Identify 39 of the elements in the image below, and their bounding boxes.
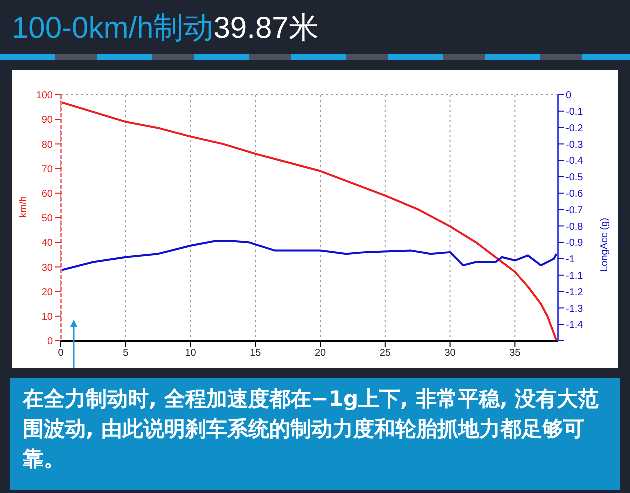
y2-tick-label: -0.1 xyxy=(566,106,584,118)
y-tick-label: 0 xyxy=(47,336,54,348)
y-tick-label: 10 xyxy=(42,312,54,323)
x-tick-label: 25 xyxy=(380,348,392,360)
y-tick-label: 30 xyxy=(42,262,54,274)
y2-tick-label: -1.2 xyxy=(566,287,584,298)
y2-tick-label: -0.2 xyxy=(566,123,584,134)
y-axis-title: km/h xyxy=(18,196,30,218)
y-tick-label: 90 xyxy=(42,115,54,126)
y-tick-label: 80 xyxy=(42,140,54,151)
y2-tick-label: 0 xyxy=(566,90,572,102)
x-tick-label: 15 xyxy=(250,348,262,360)
x-tick-label: 5 xyxy=(123,348,130,360)
y-tick-label: 70 xyxy=(42,164,54,176)
y2-tick-label: -1.4 xyxy=(566,320,584,332)
line-series xyxy=(61,240,558,272)
y2-tick-label: -0.5 xyxy=(566,172,584,184)
x-tick-label: 20 xyxy=(314,348,327,360)
y2-tick-label: -0.6 xyxy=(566,188,584,200)
y2-tick-label: -1 xyxy=(566,254,576,266)
y2-tick-label: -0.3 xyxy=(566,140,584,151)
y2-tick-label: -0.8 xyxy=(566,222,584,233)
y2-axis-title: LongAcc (g) xyxy=(600,218,611,272)
y-tick-label: 50 xyxy=(42,214,54,225)
y-tick-label: 100 xyxy=(36,90,54,102)
y2-tick-label: -0.4 xyxy=(566,156,584,168)
y-tick-label: 20 xyxy=(42,287,54,298)
y-tick-label: 60 xyxy=(42,188,54,200)
text: 在全力制动时, 全程加速度都在−1g上下, 非常平稳, 没有大范围波动, 由此说明刹车系统的制动力度和轮胎抓地力都足够可靠。 xyxy=(23,386,600,473)
y2-tick-label: -1.3 xyxy=(566,304,584,315)
chart-title: 100-0km/h制动39.87米 xyxy=(12,12,319,45)
y2-tick-label: -0.9 xyxy=(566,238,584,250)
x-tick-label: 35 xyxy=(510,348,522,360)
x-tick-label: 10 xyxy=(185,348,197,360)
x-tick-label: 0 xyxy=(58,348,64,360)
y2-tick-label: -1.1 xyxy=(566,270,584,282)
y2-tick-label: -0.7 xyxy=(566,205,584,216)
x-tick-label: 30 xyxy=(444,348,456,360)
y-tick-label: 40 xyxy=(42,238,54,250)
